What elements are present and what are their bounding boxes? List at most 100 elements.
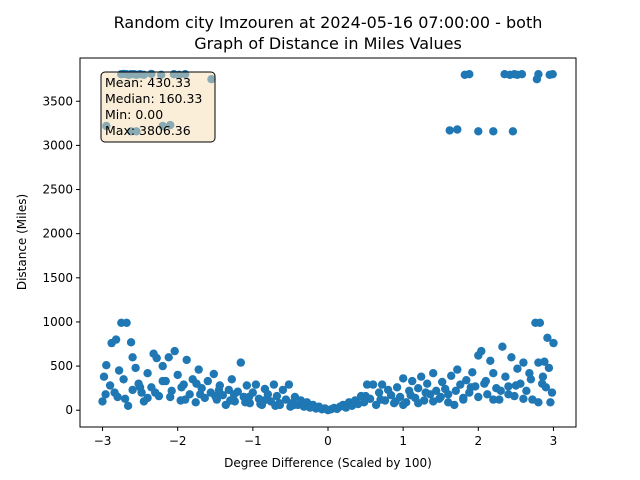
- stat-max: Max: 3806.36: [105, 123, 191, 138]
- data-point-167: [408, 376, 417, 386]
- stats-box: Mean: 430.33 Median: 160.33 Min: 0.00 Ma…: [100, 71, 216, 143]
- data-point-160: [386, 391, 396, 400]
- data-point-217: [547, 388, 557, 397]
- y-tick-label: 500: [50, 359, 73, 373]
- data-point-132: [192, 379, 201, 388]
- y-axis-label: Distance (Miles): [15, 194, 29, 290]
- x-tick-label: −1: [244, 434, 262, 448]
- data-point-47: [114, 366, 124, 375]
- data-point-221: [391, 397, 400, 406]
- data-point-35: [548, 70, 557, 79]
- data-point-31: [508, 127, 518, 136]
- data-point-199: [504, 382, 513, 391]
- data-point-52: [131, 363, 140, 373]
- data-point-44: [101, 390, 110, 399]
- y-tick-label: 1000: [42, 315, 73, 329]
- data-point-170: [417, 372, 426, 381]
- data-point-179: [444, 390, 453, 399]
- data-point-120: [196, 390, 205, 399]
- data-point-192: [483, 390, 492, 399]
- data-point-177: [438, 377, 447, 387]
- data-point-133: [214, 385, 224, 395]
- data-point-40: [107, 338, 116, 348]
- data-point-96: [263, 390, 273, 399]
- stats-box-background: [100, 71, 216, 143]
- data-point-134: [229, 390, 239, 399]
- data-point-63: [164, 353, 173, 362]
- x-axis-ticks: −3 −2 −1 0 1 2 3: [94, 427, 557, 448]
- data-point-20: [445, 126, 454, 135]
- data-point-240: [519, 394, 528, 403]
- data-point-174: [429, 369, 438, 378]
- data-point-119: [181, 395, 190, 404]
- data-point-117: [151, 388, 160, 397]
- data-point-73: [194, 365, 203, 374]
- data-point-87: [236, 358, 245, 367]
- data-point-156: [374, 388, 384, 397]
- y-tick-label: 3500: [42, 94, 73, 108]
- data-point-204: [519, 358, 528, 367]
- data-point-23: [465, 70, 474, 79]
- data-point-78: [209, 369, 218, 379]
- data-point-50: [123, 401, 133, 410]
- data-point-197: [498, 342, 507, 351]
- data-point-92: [251, 380, 261, 389]
- data-point-98: [269, 380, 279, 389]
- data-point-59: [152, 353, 161, 363]
- data-point-164: [399, 374, 408, 383]
- data-point-193: [486, 356, 495, 365]
- y-tick-label: 1500: [42, 271, 73, 285]
- data-point-234: [429, 397, 438, 406]
- data-point-185: [462, 376, 471, 385]
- data-point-76: [203, 376, 212, 386]
- data-point-128: [128, 385, 137, 395]
- data-point-202: [513, 364, 522, 373]
- data-point-232: [399, 400, 408, 410]
- stat-median: Median: 160.33: [105, 91, 202, 106]
- data-point-211: [538, 372, 548, 381]
- data-point-89: [242, 381, 251, 390]
- data-point-135: [244, 392, 254, 402]
- data-point-162: [392, 383, 402, 392]
- data-point-198: [501, 372, 510, 381]
- chart-title-line1: Random city Imzouren at 2024-05-16 07:00…: [114, 13, 543, 32]
- data-point-223: [421, 388, 430, 397]
- y-tick-label: 0: [65, 403, 73, 417]
- data-point-38: [126, 338, 136, 347]
- data-point-214: [543, 333, 552, 342]
- data-point-131: [177, 383, 186, 392]
- x-tick-label: −3: [94, 434, 112, 448]
- data-point-121: [211, 391, 220, 401]
- data-point-137: [275, 399, 284, 408]
- data-point-224: [436, 392, 445, 402]
- data-point-37: [122, 318, 131, 327]
- data-point-30: [517, 70, 527, 79]
- data-point-220: [376, 395, 385, 404]
- data-point-154: [368, 380, 378, 389]
- data-point-187: [468, 368, 477, 377]
- data-point-33: [534, 70, 543, 79]
- x-tick-label: 2: [474, 434, 482, 448]
- data-point-169: [414, 384, 423, 393]
- data-point-236: [459, 395, 468, 404]
- data-point-101: [278, 385, 288, 395]
- data-point-228: [496, 386, 505, 395]
- data-point-205: [522, 386, 531, 395]
- data-point-182: [453, 365, 462, 374]
- data-point-25: [489, 127, 498, 136]
- data-point-43: [105, 381, 115, 390]
- data-point-129: [143, 393, 152, 403]
- y-axis-ticks: 0 500 1000 1500 2000 2500 3000 3500: [42, 94, 80, 417]
- data-point-212: [540, 357, 549, 366]
- data-point-130: [158, 376, 167, 386]
- data-point-200: [507, 353, 516, 362]
- data-point-238: [489, 395, 498, 404]
- data-point-118: [166, 392, 175, 402]
- data-point-122: [226, 396, 235, 405]
- data-point-216: [546, 398, 555, 407]
- data-point-235: [444, 398, 453, 407]
- data-point-116: [135, 383, 145, 392]
- data-point-127: [113, 392, 122, 402]
- data-point-172: [423, 379, 432, 388]
- data-point-218: [549, 338, 558, 348]
